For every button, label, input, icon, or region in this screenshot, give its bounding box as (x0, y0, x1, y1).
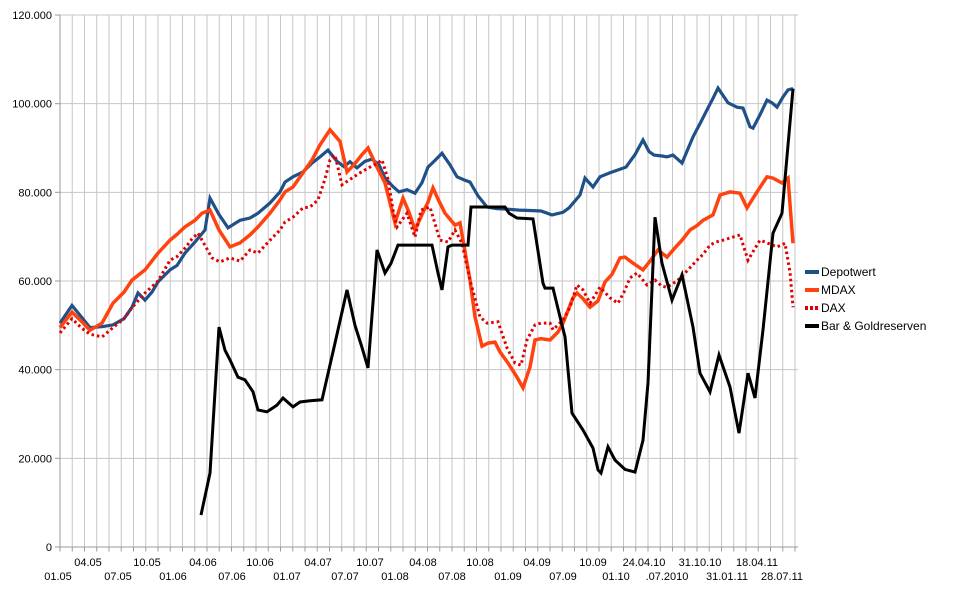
y-tick-label: 120.000 (12, 10, 52, 22)
x-tick-label: 24.04.10 (623, 557, 666, 569)
x-tick-label: 07.07 (331, 571, 359, 583)
x-tick-label: .07.2010 (646, 571, 689, 583)
legend-item-mdax: MDAX (805, 281, 926, 299)
mdax-line-swatch-icon (805, 288, 819, 292)
x-tick-label: 01.08 (381, 571, 409, 583)
legend-label-dax: DAX (821, 301, 846, 315)
legend-item-bar-goldreserven: Bar & Goldreserven (805, 317, 926, 335)
x-tick-label: 04.05 (74, 557, 102, 569)
y-tick-label: 100.000 (12, 99, 52, 111)
x-tick-label: 04.06 (189, 557, 217, 569)
legend-label-mdax: MDAX (821, 283, 856, 297)
y-tick-label: 0 (46, 542, 52, 554)
y-tick-label: 80.000 (18, 187, 52, 199)
y-tick-label: 40.000 (18, 365, 52, 377)
series-line-bar-goldreserven (199, 88, 795, 516)
y-axis-labels: 0 20.000 40.000 60.000 80.000 100.000 120.000 (12, 10, 52, 554)
x-tick-label: 01.06 (159, 571, 187, 583)
bar-goldreserven-line-swatch-icon (805, 324, 819, 328)
x-tick-label: 10.08 (466, 557, 494, 569)
x-tick-label: 10.05 (133, 557, 161, 569)
series-line-depotwert (58, 84, 794, 330)
depotwert-line-swatch-icon (805, 270, 819, 274)
legend-label-bar-goldreserven: Bar & Goldreserven (821, 319, 927, 333)
x-tick-label: 07.05 (104, 571, 132, 583)
x-tick-label: 10.07 (356, 557, 384, 569)
chart-legend: Depotwert MDAX DAX Bar & Goldreserven (805, 263, 926, 335)
legend-item-depotwert: Depotwert (805, 263, 926, 281)
x-tick-label: 10.06 (246, 557, 274, 569)
y-tick-label: 20.000 (18, 453, 52, 465)
legend-item-dax: DAX (805, 299, 926, 317)
x-tick-label: 01.07 (273, 571, 301, 583)
y-tick-label: 60.000 (18, 276, 52, 288)
x-tick-label: 01.05 (44, 571, 72, 583)
legend-label-depotwert: Depotwert (821, 265, 876, 279)
x-tick-label: 04.08 (409, 557, 437, 569)
x-tick-label: 28.07.11 (761, 571, 803, 583)
x-tick-label: 31.01.11 (706, 571, 748, 583)
x-tick-label: 04.07 (304, 557, 332, 569)
axes (55, 14, 798, 552)
x-tick-label: 07.08 (438, 571, 466, 583)
x-tick-label: 07.09 (549, 571, 577, 583)
x-tick-label: 07.06 (218, 571, 246, 583)
x-tick-label: 01.10 (602, 571, 630, 583)
series-line-mdax (58, 126, 795, 393)
dax-dotted-line-swatch-icon (805, 306, 819, 310)
x-tick-label: 01.09 (494, 571, 522, 583)
x-tick-label: 10.09 (579, 557, 607, 569)
x-tick-label: 31.10.10 (679, 557, 722, 569)
x-tick-label: 18.04.11 (736, 557, 778, 569)
gridlines (59, 14, 798, 547)
x-tick-label: 04.09 (523, 557, 551, 569)
